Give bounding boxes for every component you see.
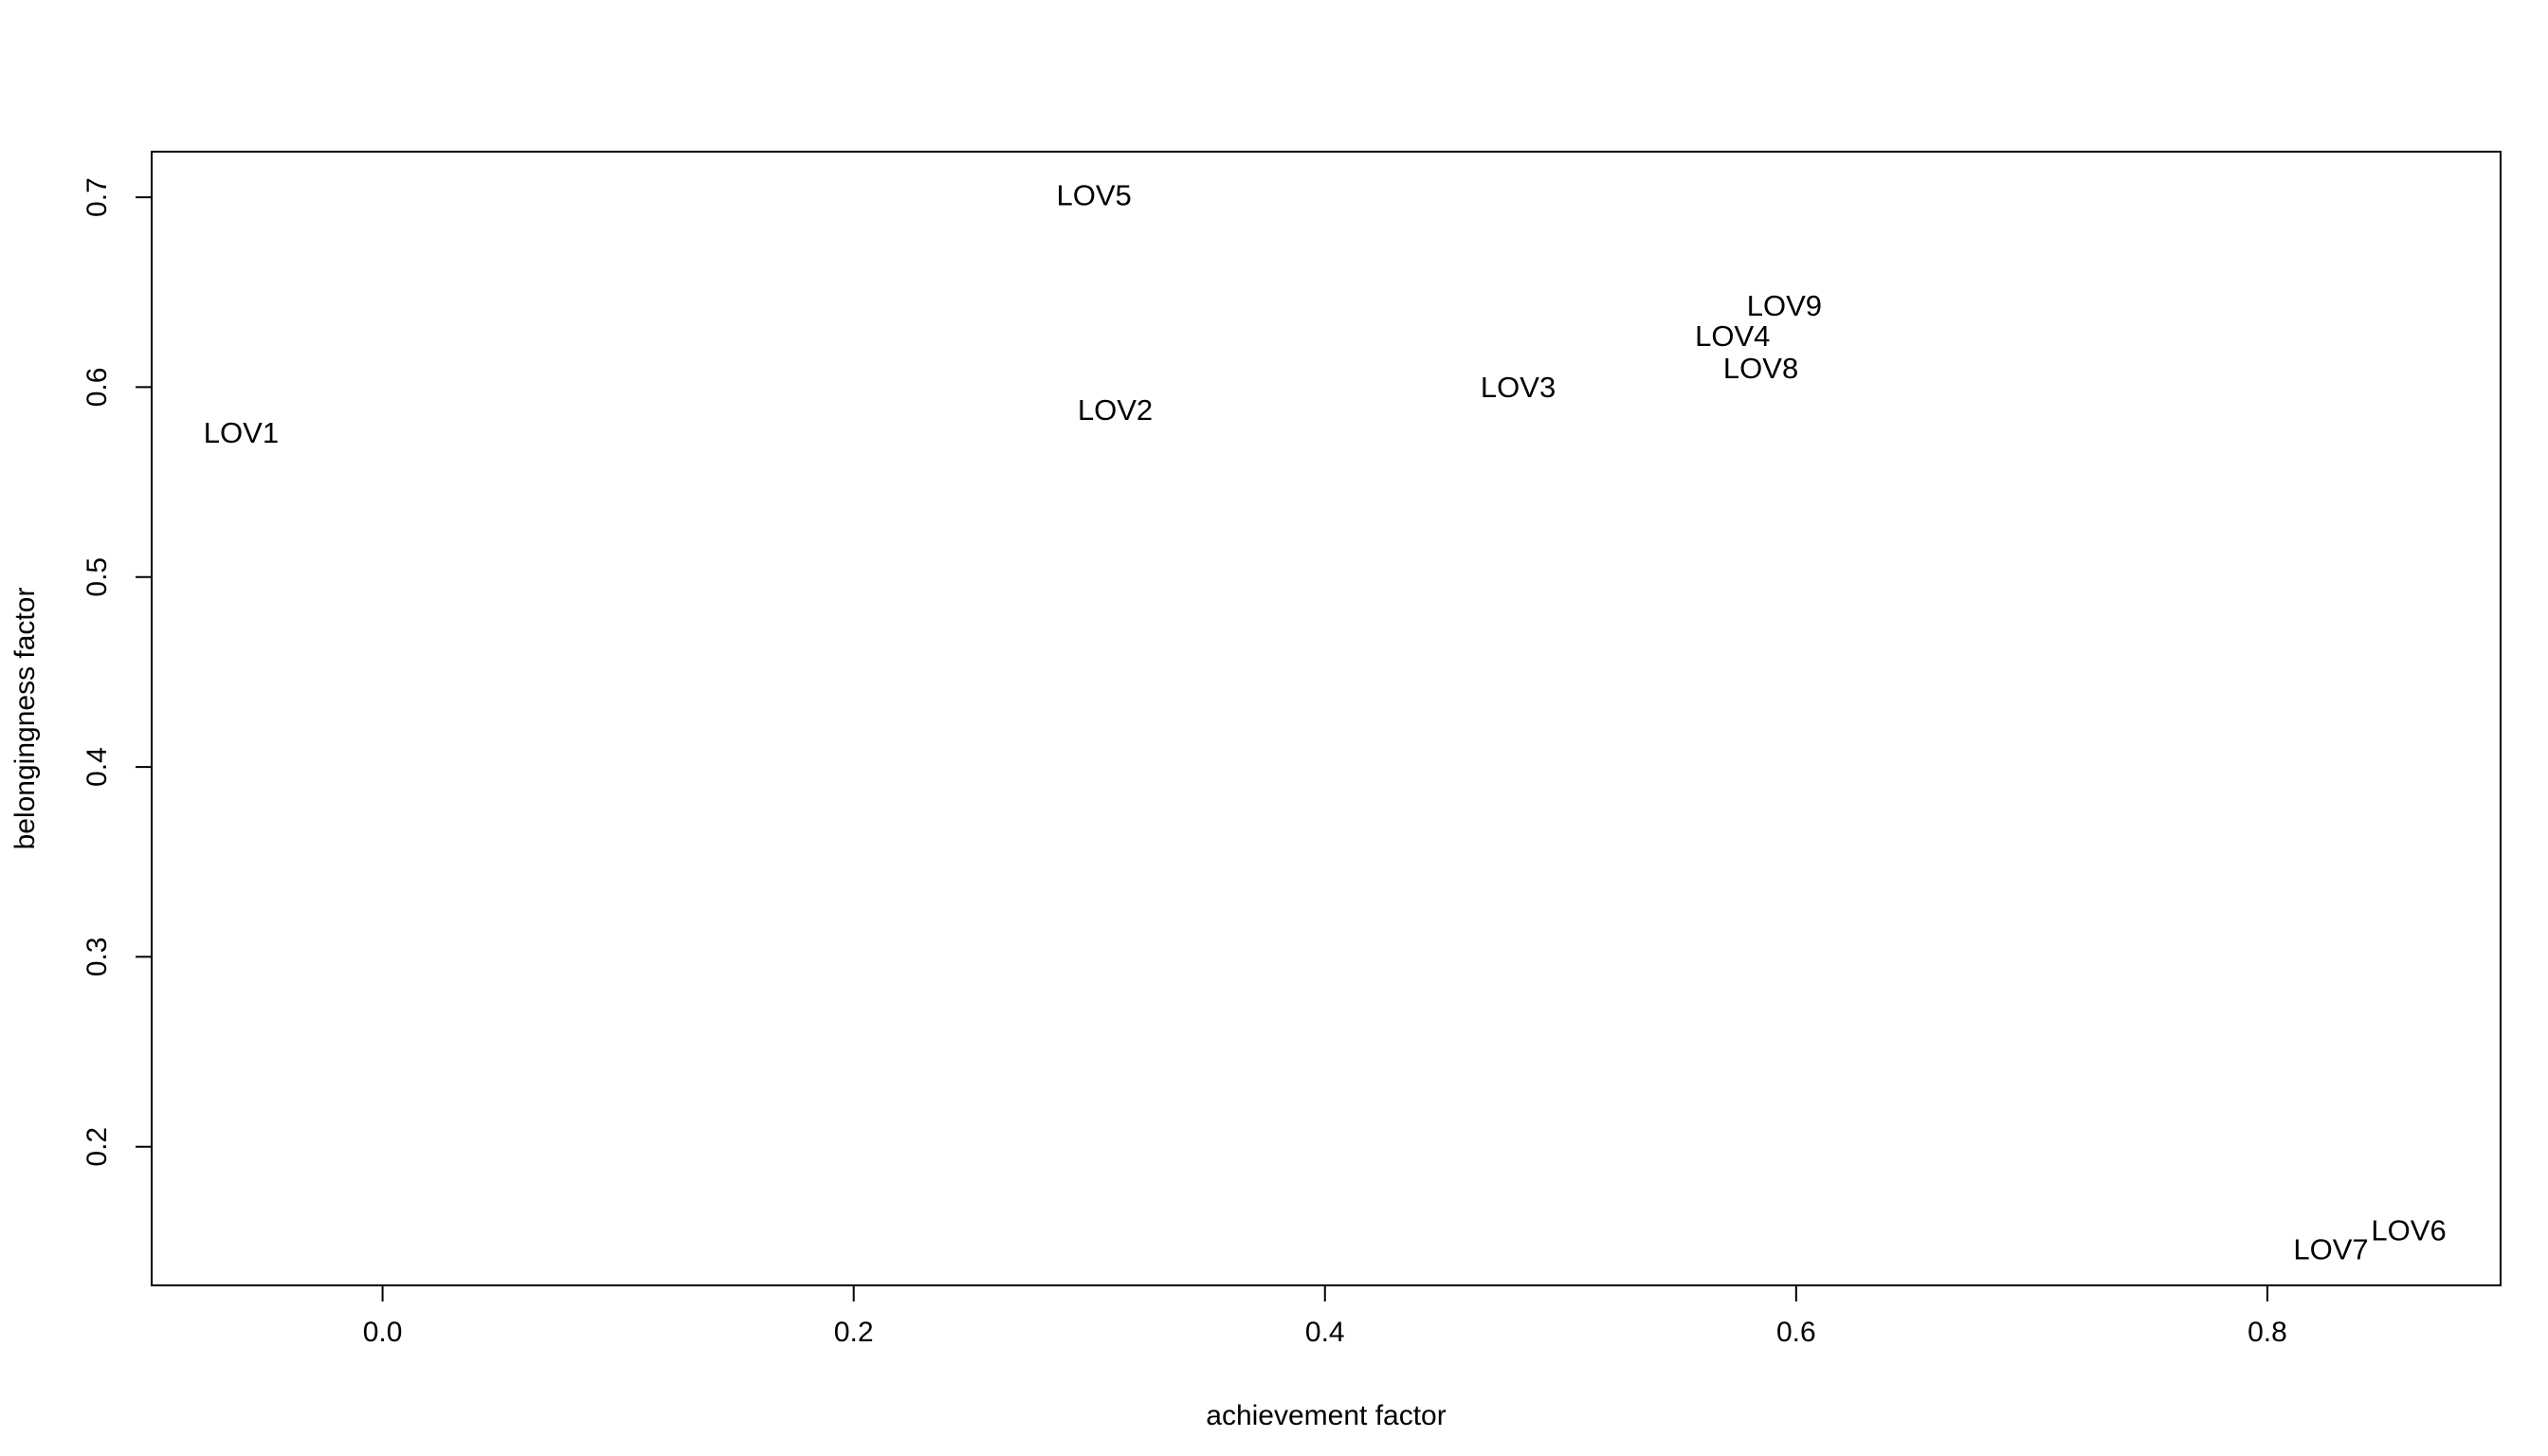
y-tick-label: 0.6 [82, 368, 113, 408]
point-label: LOV4 [1695, 319, 1770, 353]
x-tick-label: 0.2 [834, 1317, 874, 1348]
x-tick-label: 0.4 [1305, 1317, 1345, 1348]
x-tick-label: 0.8 [2248, 1317, 2287, 1348]
y-tick-label: 0.3 [82, 937, 113, 977]
y-tick-label: 0.4 [82, 747, 113, 787]
point-label: LOV1 [204, 416, 279, 449]
point-label: LOV6 [2371, 1213, 2446, 1247]
y-tick-label: 0.5 [82, 557, 113, 597]
x-axis-label: achievement factor [1206, 1400, 1446, 1431]
point-label: LOV5 [1057, 179, 1132, 212]
point-label: LOV2 [1078, 393, 1153, 427]
x-tick-label: 0.6 [1776, 1317, 1816, 1348]
x-axis: 0.0 0.2 0.4 0.6 0.8 [363, 1284, 2287, 1348]
y-tick-label: 0.7 [82, 177, 113, 217]
point-label: LOV9 [1747, 289, 1822, 322]
point-label: LOV8 [1723, 352, 1798, 385]
y-tick-label: 0.2 [82, 1127, 113, 1167]
point-label: LOV3 [1481, 371, 1556, 404]
y-axis: 0.2 0.3 0.4 0.5 0.6 0.7 [82, 177, 153, 1167]
y-axis-label: belongingness factor [9, 588, 41, 850]
x-tick-label: 0.0 [363, 1317, 403, 1348]
point-label: LOV7 [2293, 1232, 2368, 1265]
